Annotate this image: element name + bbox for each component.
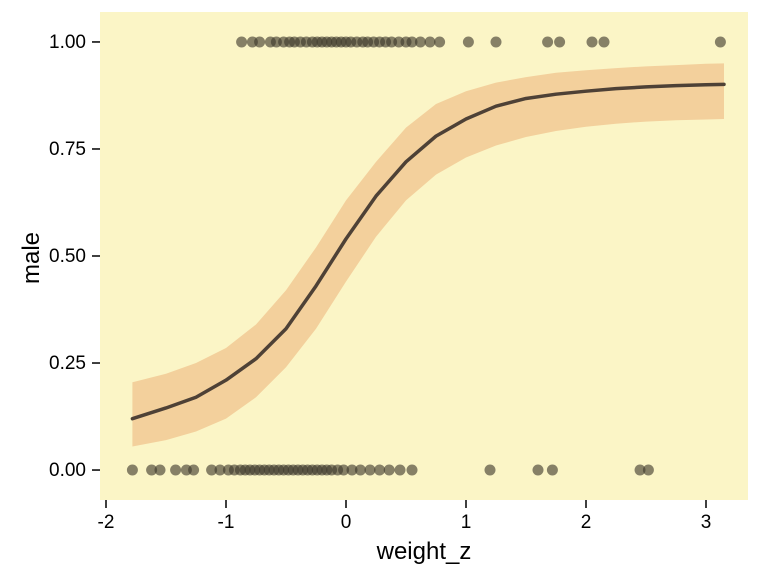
data-point-male0 xyxy=(126,464,138,476)
data-point-male0 xyxy=(383,464,395,476)
confidence-band xyxy=(132,63,724,447)
x-tick-label: -2 xyxy=(98,512,115,533)
data-point-male0 xyxy=(406,464,418,476)
data-point-male1 xyxy=(236,36,248,48)
data-point-male1 xyxy=(554,36,566,48)
data-point-male1 xyxy=(254,36,266,48)
data-point-male0 xyxy=(346,464,358,476)
data-point-male1 xyxy=(714,36,726,48)
fitted-curve xyxy=(130,82,726,421)
x-tick-label: 0 xyxy=(341,512,352,533)
y-tick-label: 0.50 xyxy=(49,246,86,267)
data-point-male0 xyxy=(394,464,406,476)
y-tick-label: 1.00 xyxy=(49,32,86,53)
data-point-male0 xyxy=(188,464,200,476)
x-axis-title: weight_z xyxy=(376,538,472,565)
data-point-male0 xyxy=(546,464,558,476)
data-point-male0 xyxy=(214,464,226,476)
data-point-male1 xyxy=(414,36,426,48)
data-point-male1 xyxy=(542,36,554,48)
x-tick-label: 1 xyxy=(461,512,472,533)
x-tick-label: -1 xyxy=(218,512,235,533)
data-point-male1 xyxy=(586,36,598,48)
data-point-male1 xyxy=(598,36,610,48)
x-tick-label: 2 xyxy=(581,512,592,533)
y-tick-label: 0.25 xyxy=(49,353,86,374)
data-point-male0 xyxy=(146,464,158,476)
data-point-male1 xyxy=(424,36,436,48)
data-point-male0 xyxy=(374,464,386,476)
y-tick-label: 0.00 xyxy=(49,460,86,481)
data-point-male1 xyxy=(434,36,446,48)
y-axis-title: male xyxy=(18,231,45,285)
data-point-male0 xyxy=(170,464,182,476)
x-tick-label: 3 xyxy=(701,512,712,533)
data-point-male1 xyxy=(462,36,474,48)
data-point-male0 xyxy=(634,464,646,476)
data-point-male0 xyxy=(532,464,544,476)
data-point-male0 xyxy=(642,464,654,476)
data-point-male0 xyxy=(364,464,376,476)
data-point-male0 xyxy=(154,464,166,476)
data-point-male0 xyxy=(354,464,366,476)
data-point-male0 xyxy=(206,464,218,476)
data-point-male0 xyxy=(338,464,350,476)
data-point-male1 xyxy=(490,36,502,48)
data-point-male0 xyxy=(484,464,496,476)
y-tick-label: 0.75 xyxy=(49,139,86,160)
data-point-male1 xyxy=(406,36,418,48)
